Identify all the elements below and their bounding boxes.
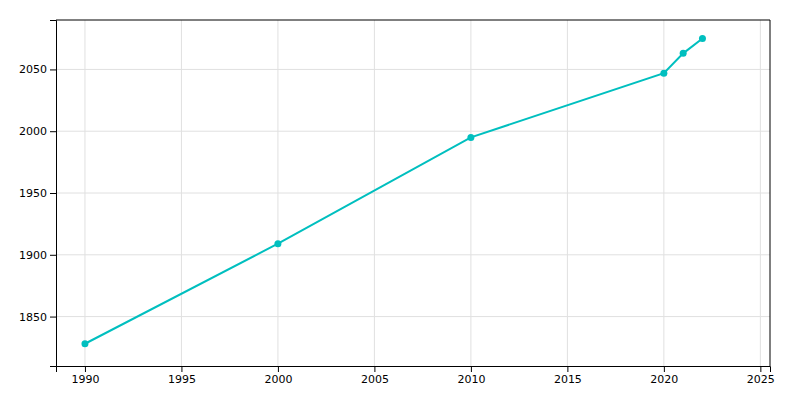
tick-mark [760, 366, 761, 372]
point [699, 35, 706, 42]
tick-mark [50, 193, 56, 194]
tick: 1950 [19, 187, 56, 200]
tick-mark [278, 366, 279, 372]
tick: 1850 [19, 311, 56, 324]
point [660, 70, 667, 77]
tick: 2010 [457, 366, 485, 386]
point [680, 50, 687, 57]
tick-label: 1995 [168, 373, 196, 386]
tick: 2000 [264, 366, 292, 386]
tick-mark [374, 366, 375, 372]
tick-label: 1990 [71, 373, 99, 386]
grid-line-y [56, 254, 770, 255]
tick: 1900 [19, 249, 56, 262]
grid [56, 20, 770, 366]
tick: 2000 [19, 125, 56, 138]
tick-mark [664, 366, 665, 372]
tick-label: 2015 [554, 373, 582, 386]
grid-line-y [56, 193, 770, 194]
x-axis: 1990 1995 2000 2005 2010 2015 2020 2025 [57, 366, 775, 386]
tick: 2025 [747, 366, 775, 386]
tick-label: 1950 [19, 187, 47, 200]
tick-mark [50, 131, 56, 132]
grid-line-y [56, 316, 770, 317]
point [274, 240, 281, 247]
plot: 1990 1995 2000 2005 2010 2015 2020 2025 1850 1900… [19, 20, 775, 386]
marks [81, 35, 706, 347]
axis-line [57, 367, 771, 373]
tick-mark [50, 255, 56, 256]
tick-label: 2050 [19, 63, 47, 76]
tick-mark [85, 366, 86, 372]
tick-label: 2005 [361, 373, 389, 386]
tick-mark [50, 69, 56, 70]
frame-line [56, 20, 770, 21]
tick-label: 1900 [19, 249, 47, 262]
tick: 2015 [554, 366, 582, 386]
tick-label: 2020 [650, 373, 678, 386]
axis-line [50, 21, 57, 367]
tick: 1990 [71, 366, 99, 386]
tick: 2020 [650, 366, 678, 386]
y-axis: 1850 1900 1950 2000 2050 [19, 21, 57, 367]
tick-label: 2000 [264, 373, 292, 386]
tick-mark [181, 366, 182, 372]
chart: 1990 1995 2000 2005 2010 2015 2020 2025 1850 1900… [0, 0, 800, 400]
tick-label: 2000 [19, 125, 47, 138]
point [467, 134, 474, 141]
tick: 1995 [168, 366, 196, 386]
point [81, 340, 88, 347]
tick-label: 2010 [457, 373, 485, 386]
tick-label: 2025 [747, 373, 775, 386]
tick: 2050 [19, 63, 56, 76]
tick-mark [567, 366, 568, 372]
grid-line-y [56, 131, 770, 132]
tick-label: 1850 [19, 311, 47, 324]
frame-line [770, 20, 771, 366]
line [85, 39, 703, 344]
tick-mark [471, 366, 472, 372]
tick-mark [50, 317, 56, 318]
tick: 2005 [361, 366, 389, 386]
